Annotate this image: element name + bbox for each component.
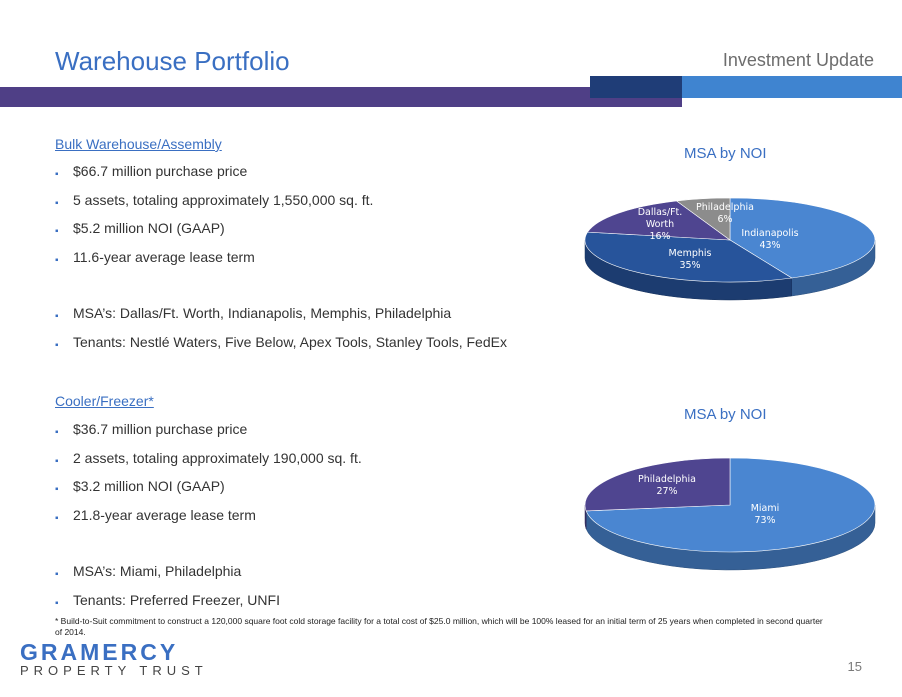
- pie-slice: [587, 200, 731, 241]
- page-title: Warehouse Portfolio: [55, 46, 290, 76]
- chart-1-title: MSA by NOI: [684, 145, 767, 162]
- list-item: ▪ $3.2 million NOI (GAAP): [55, 477, 362, 506]
- section-heading-cooler-freezer: Cooler/Freezer*: [55, 393, 154, 409]
- pie-slice: [585, 457, 876, 553]
- bullet-marker-icon: ▪: [55, 427, 59, 438]
- data-label: Memphis: [669, 248, 712, 259]
- list-item: ▪ $36.7 million purchase price: [55, 420, 362, 449]
- data-label: 35%: [679, 260, 700, 271]
- list-item: ▪ $5.2 million NOI (GAAP): [55, 219, 507, 248]
- company-logo: GRAMERCY PROPERTY TRUST: [20, 641, 208, 679]
- pie-slice: [584, 457, 731, 512]
- pie-slice: [675, 197, 731, 241]
- bullet-marker-icon: ▪: [55, 512, 59, 524]
- page-subtitle: Investment Update: [722, 50, 874, 70]
- list-item: ▪ 5 assets, totaling approximately 1,550,…: [55, 191, 507, 220]
- bullet-marker-icon: ▪: [55, 226, 59, 238]
- list-item: ▪ Tenants: Nestlé Waters, Five Below, Ape…: [55, 333, 507, 362]
- header-bar-purple: [0, 87, 682, 107]
- header-bar-darkblue: [590, 76, 682, 98]
- logo-line-2: PROPERTY TRUST: [20, 663, 208, 678]
- bullet-marker-icon: ▪: [55, 597, 59, 609]
- bullet-marker-icon: ▪: [55, 455, 59, 467]
- cooler-freezer-bullet-list: ▪ $36.7 million purchase price ▪ 2 assets,…: [55, 420, 362, 620]
- list-item: ▪ 2 assets, totaling approximately 190,00…: [55, 449, 362, 478]
- data-label: 6%: [717, 214, 732, 225]
- list-item: ▪ MSA’s: Miami, Philadelphia: [55, 562, 362, 591]
- bullet-marker-icon: ▪: [55, 484, 59, 496]
- data-label: Philadelphia: [696, 202, 754, 213]
- data-label: 43%: [759, 240, 780, 251]
- section-heading-bulk-warehouse: Bulk Warehouse/Assembly: [55, 136, 222, 152]
- list-item: ▪ 11.6-year average lease term: [55, 248, 507, 277]
- pie-slice: [729, 197, 876, 279]
- bullet-marker-icon: ▪: [55, 169, 59, 180]
- footnote: * Build-to-Suit commitment to construct …: [55, 616, 823, 637]
- data-label: 27%: [656, 486, 677, 497]
- bullet-marker-icon: ▪: [55, 339, 59, 351]
- list-item: ▪ Tenants: Preferred Freezer, UNFI: [55, 591, 362, 620]
- data-label: Indianapolis: [741, 228, 798, 239]
- data-label: 16%: [649, 231, 670, 242]
- logo-line-1: GRAMERCY: [20, 639, 179, 665]
- list-item: ▪ $66.7 million purchase price: [55, 162, 507, 191]
- page-number: 15: [847, 659, 862, 674]
- list-item: ▪ 21.8-year average lease term: [55, 506, 362, 535]
- data-label: 73%: [754, 515, 775, 526]
- chart-2-title: MSA by NOI: [684, 406, 767, 423]
- list-item: ▪ MSA’s: Dallas/Ft. Worth, Indianapolis, …: [55, 304, 507, 333]
- pie-slice: [584, 231, 793, 283]
- bulk-warehouse-bullet-list: ▪ $66.7 million purchase price ▪ 5 assets,…: [55, 162, 507, 362]
- data-label: Miami: [751, 503, 780, 514]
- bullet-marker-icon: ▪: [55, 569, 59, 581]
- bullet-marker-icon: ▪: [55, 197, 59, 209]
- bullet-marker-icon: ▪: [55, 311, 59, 323]
- bullet-marker-icon: ▪: [55, 254, 59, 266]
- data-label: Dallas/Ft.: [638, 207, 683, 218]
- data-label: Worth: [646, 219, 674, 230]
- data-label: Philadelphia: [638, 474, 696, 485]
